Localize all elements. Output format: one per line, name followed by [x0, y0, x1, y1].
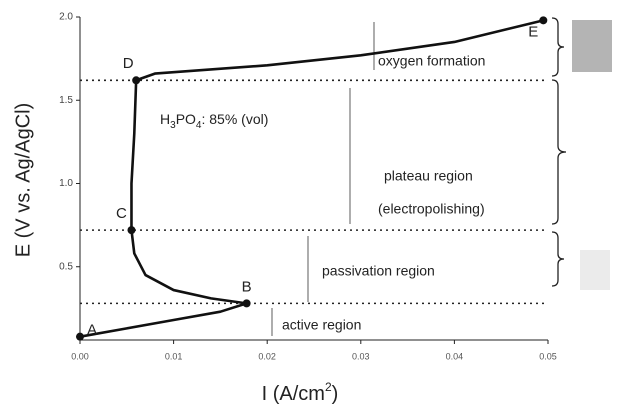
y-tick-label: 2.0: [59, 12, 73, 23]
brace: [552, 232, 564, 286]
x-tick-label: 0.00: [71, 351, 89, 361]
point-label: D: [123, 55, 134, 72]
region-label: plateau region: [384, 168, 473, 184]
region-label: (electropolishing): [378, 201, 485, 217]
brace: [552, 80, 566, 224]
region-label: passivation region: [322, 263, 435, 279]
arrows: [272, 22, 374, 336]
point-marker: [243, 299, 251, 307]
t: H: [160, 111, 170, 127]
page: {"chart_data": {"type": "line", "x": [0,…: [0, 0, 619, 412]
y-tick-label: 1.0: [59, 178, 73, 189]
point-marker: [539, 16, 547, 24]
x-axis-title-main: I (A/cm: [262, 383, 325, 405]
x-tick-label: 0.04: [446, 351, 464, 361]
x-tick-label: 0.02: [258, 351, 276, 361]
x-axis-title: I (A/cm2): [262, 380, 339, 405]
y-tick-label: 0.5: [59, 261, 73, 272]
electrolyte-label: H3PO4: 85% (vol): [160, 111, 268, 131]
point-marker: [127, 226, 135, 234]
texture-image: [580, 250, 610, 290]
point-marker: [132, 76, 140, 84]
chart: E (V vs. Ag/AgCl) I (A/cm2) H3PO4: 85% (…: [0, 0, 619, 412]
brace: [552, 18, 564, 76]
point-label: A: [87, 322, 97, 339]
x-tick-label: 0.01: [165, 351, 183, 361]
region-label: active region: [282, 317, 361, 333]
t: PO: [176, 111, 196, 127]
region-label: oxygen formation: [378, 53, 485, 69]
x-tick-label: 0.05: [539, 351, 557, 361]
y-axis-title: E (V vs. Ag/AgCl): [12, 103, 34, 258]
braces: [552, 18, 566, 286]
t: : 85% (vol): [201, 111, 268, 127]
point-label: B: [242, 278, 252, 295]
point-label: C: [116, 205, 127, 222]
point-marker: [76, 333, 84, 341]
texture-image: [572, 20, 612, 72]
x-tick-label: 0.03: [352, 351, 370, 361]
point-label: E: [528, 23, 538, 40]
x-axis-title-end: ): [332, 383, 339, 405]
y-tick-label: 1.5: [59, 95, 73, 106]
